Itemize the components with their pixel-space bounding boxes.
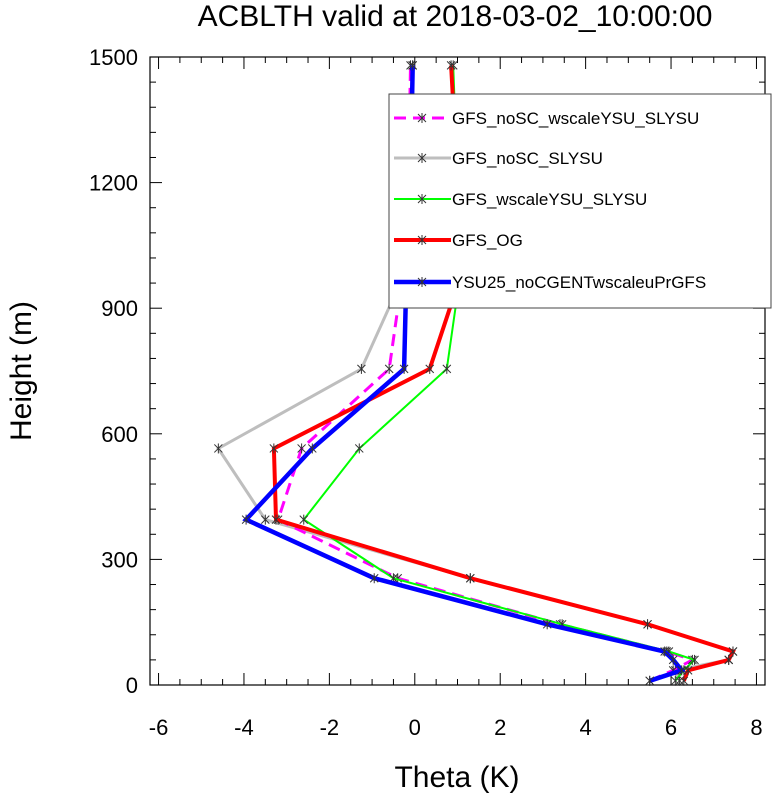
data-point-marker bbox=[213, 443, 223, 454]
y-tick-label: 900 bbox=[101, 296, 138, 321]
data-point-marker bbox=[307, 443, 317, 454]
legend-marker bbox=[417, 235, 427, 245]
data-point-marker bbox=[357, 363, 366, 374]
chart-title: ACBLTH valid at 2018-03-02_10:00:00 bbox=[198, 0, 713, 33]
data-point-marker bbox=[408, 60, 418, 71]
data-point-marker bbox=[369, 573, 379, 584]
data-point-marker bbox=[442, 363, 452, 374]
data-point-marker bbox=[668, 654, 678, 665]
data-point-marker bbox=[446, 60, 456, 71]
legend-marker bbox=[417, 194, 427, 204]
x-tick-label: -6 bbox=[149, 715, 169, 740]
data-point-marker bbox=[542, 619, 552, 630]
data-point-marker bbox=[260, 514, 270, 525]
data-point-marker bbox=[679, 675, 689, 686]
legend: GFS_noSC_wscaleYSU_SLYSU GFS_noSC_SLYSU GF… bbox=[388, 93, 772, 309]
data-point-marker bbox=[660, 646, 669, 657]
legend-marker bbox=[417, 113, 427, 123]
data-point-marker bbox=[677, 665, 687, 676]
legend-marker bbox=[417, 153, 427, 163]
y-tick-label: 300 bbox=[101, 547, 138, 572]
legend-marker bbox=[417, 277, 427, 287]
data-point-marker bbox=[724, 654, 734, 665]
data-point-marker bbox=[675, 675, 684, 686]
data-point-marker bbox=[425, 363, 435, 374]
x-tick-label: 6 bbox=[665, 715, 677, 740]
data-point-marker bbox=[269, 443, 279, 454]
axis-ticks: -6 -4 -2 0 2 4 6 8 0 300 600 900 1200 1500 bbox=[89, 45, 765, 740]
x-axis-title: Theta (K) bbox=[394, 761, 519, 794]
data-point-marker bbox=[241, 514, 251, 525]
data-point-marker bbox=[271, 514, 281, 525]
x-tick-label: -2 bbox=[320, 715, 340, 740]
data-point-marker bbox=[643, 619, 652, 630]
legend-label-0: GFS_noSC_wscaleYSU_SLYSU bbox=[452, 109, 699, 128]
data-point-marker bbox=[645, 675, 655, 686]
data-point-marker bbox=[299, 514, 309, 525]
x-tick-label: 4 bbox=[580, 715, 592, 740]
data-point-marker bbox=[384, 363, 394, 374]
y-tick-label: 1500 bbox=[89, 45, 138, 70]
x-tick-label: 0 bbox=[409, 715, 421, 740]
legend-label-2: GFS_wscaleYSU_SLYSU bbox=[452, 190, 647, 209]
x-tick-label: 2 bbox=[494, 715, 506, 740]
y-axis-title: Height (m) bbox=[5, 301, 38, 441]
legend-box bbox=[388, 93, 772, 309]
data-point-marker bbox=[399, 363, 409, 374]
data-point-marker bbox=[297, 443, 306, 454]
y-tick-label: 1200 bbox=[89, 171, 138, 196]
y-tick-label: 600 bbox=[101, 422, 138, 447]
legend-label-3: GFS_OG bbox=[452, 231, 523, 250]
y-tick-label: 0 bbox=[126, 673, 138, 698]
data-point-marker bbox=[354, 443, 364, 454]
data-point-marker bbox=[683, 665, 693, 676]
data-point-marker bbox=[465, 573, 475, 584]
data-point-marker bbox=[728, 646, 738, 657]
legend-label-4: YSU25_noCGENTwscaleuPrGFS bbox=[452, 273, 706, 292]
data-point-marker bbox=[690, 654, 699, 665]
legend-label-1: GFS_noSC_SLYSU bbox=[452, 149, 603, 168]
x-tick-label: 8 bbox=[750, 715, 762, 740]
x-tick-label: -4 bbox=[234, 715, 254, 740]
data-point-marker bbox=[670, 675, 680, 686]
